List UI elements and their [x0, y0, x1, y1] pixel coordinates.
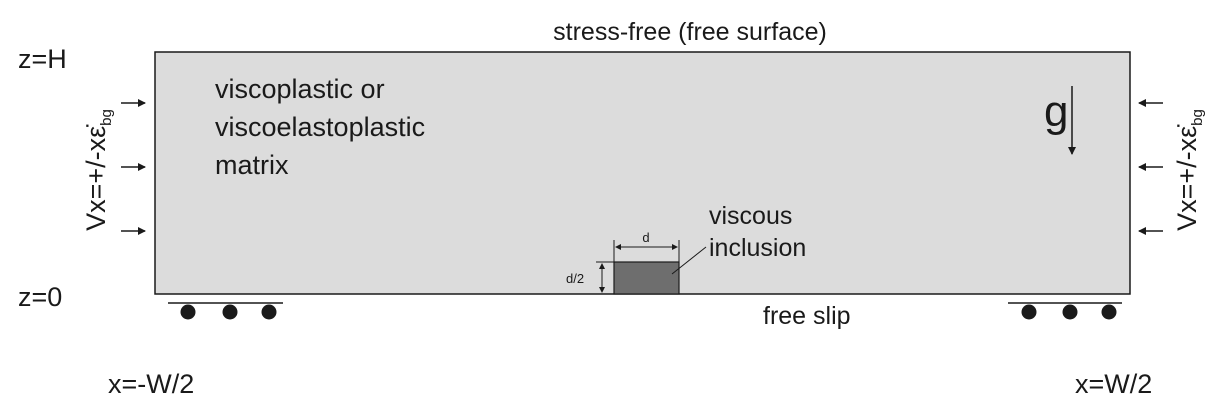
right-roller-1: [1021, 304, 1037, 320]
inclusion-leader-line: [671, 246, 707, 275]
right-velocity-label: Vx=+/-xε̇bg: [1172, 109, 1206, 231]
left-roller-3: [261, 304, 277, 320]
right-roller-3: [1101, 304, 1117, 320]
z-bottom-label: z=0: [18, 282, 62, 312]
right-roller-2: [1062, 304, 1078, 320]
matrix-domain: [154, 51, 1131, 295]
left-velocity-label: Vx=+/-xε̇bg: [81, 109, 115, 231]
inclusion-height-label: d/2: [566, 271, 584, 286]
left-roller-support: [168, 302, 283, 320]
bottom-boundary-label: free slip: [763, 302, 851, 330]
x-left-label: x=-W/2: [108, 369, 194, 399]
matrix-label-line1: viscoplastic or: [215, 74, 385, 104]
inclusion-width-label: d: [642, 230, 649, 245]
x-right-label: x=W/2: [1075, 369, 1152, 399]
gravity-label: g: [1044, 87, 1068, 136]
left-velocity-subscript: bg: [98, 109, 115, 126]
top-boundary-label: stress-free (free surface): [553, 18, 827, 46]
matrix-label-line2: viscoelastoplastic: [215, 112, 425, 142]
inclusion-label-line2: inclusion: [709, 234, 806, 262]
left-roller-1: [180, 304, 196, 320]
matrix-label-line3: matrix: [215, 150, 289, 180]
z-top-label: z=H: [18, 44, 67, 74]
right-velocity-subscript: bg: [1189, 109, 1206, 126]
left-roller-2: [222, 304, 238, 320]
inclusion-label-line1: viscous: [709, 202, 792, 230]
right-roller-support: [1008, 302, 1122, 320]
right-velocity-main: Vx=+/-xε̇: [1172, 124, 1202, 231]
viscous-inclusion-block: [613, 261, 680, 295]
left-velocity-main: Vx=+/-xε̇: [81, 124, 111, 231]
